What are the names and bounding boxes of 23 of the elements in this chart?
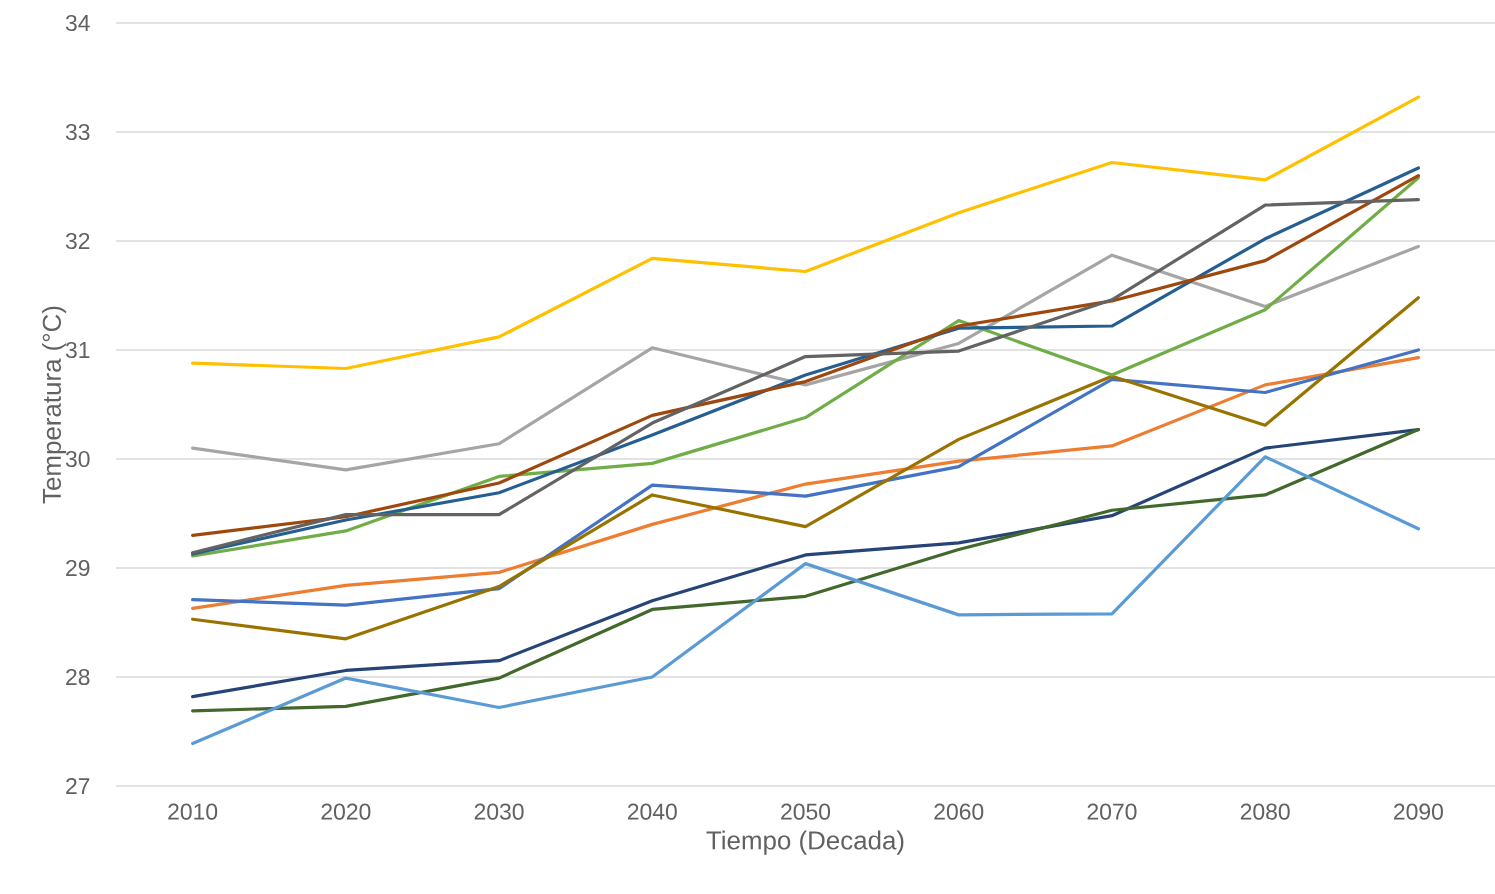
x-tick-label: 2080 <box>1240 803 1290 820</box>
y-tick-label: 34 <box>65 14 90 32</box>
x-tick-label: 2040 <box>627 803 677 820</box>
y-tick-label: 33 <box>65 123 90 141</box>
line-series <box>191 95 1420 371</box>
y-tick-label: 28 <box>66 668 90 686</box>
line-series <box>191 296 1420 641</box>
x-tick-label: 2020 <box>321 803 371 820</box>
x-tick-label: 2090 <box>1394 803 1443 820</box>
y-tick-label: 29 <box>66 559 90 577</box>
x-tick-label: 2070 <box>1087 803 1137 820</box>
y-tick-label: 30 <box>65 450 90 468</box>
line-series <box>191 244 1420 472</box>
x-axis-title: Tiempo (Decada) <box>706 830 904 855</box>
y-tick-label: 31 <box>65 341 90 359</box>
line-series <box>191 455 1420 746</box>
x-tick-label: 2030 <box>474 803 524 820</box>
x-tick-label: 2060 <box>934 803 984 820</box>
y-tick-label: 27 <box>66 778 90 794</box>
x-tick-label: 2010 <box>168 803 218 820</box>
y-tick-label: 32 <box>65 232 90 250</box>
y-axis-title: Temperatura (°C) <box>42 306 67 504</box>
x-tick-label: 2050 <box>781 803 831 820</box>
